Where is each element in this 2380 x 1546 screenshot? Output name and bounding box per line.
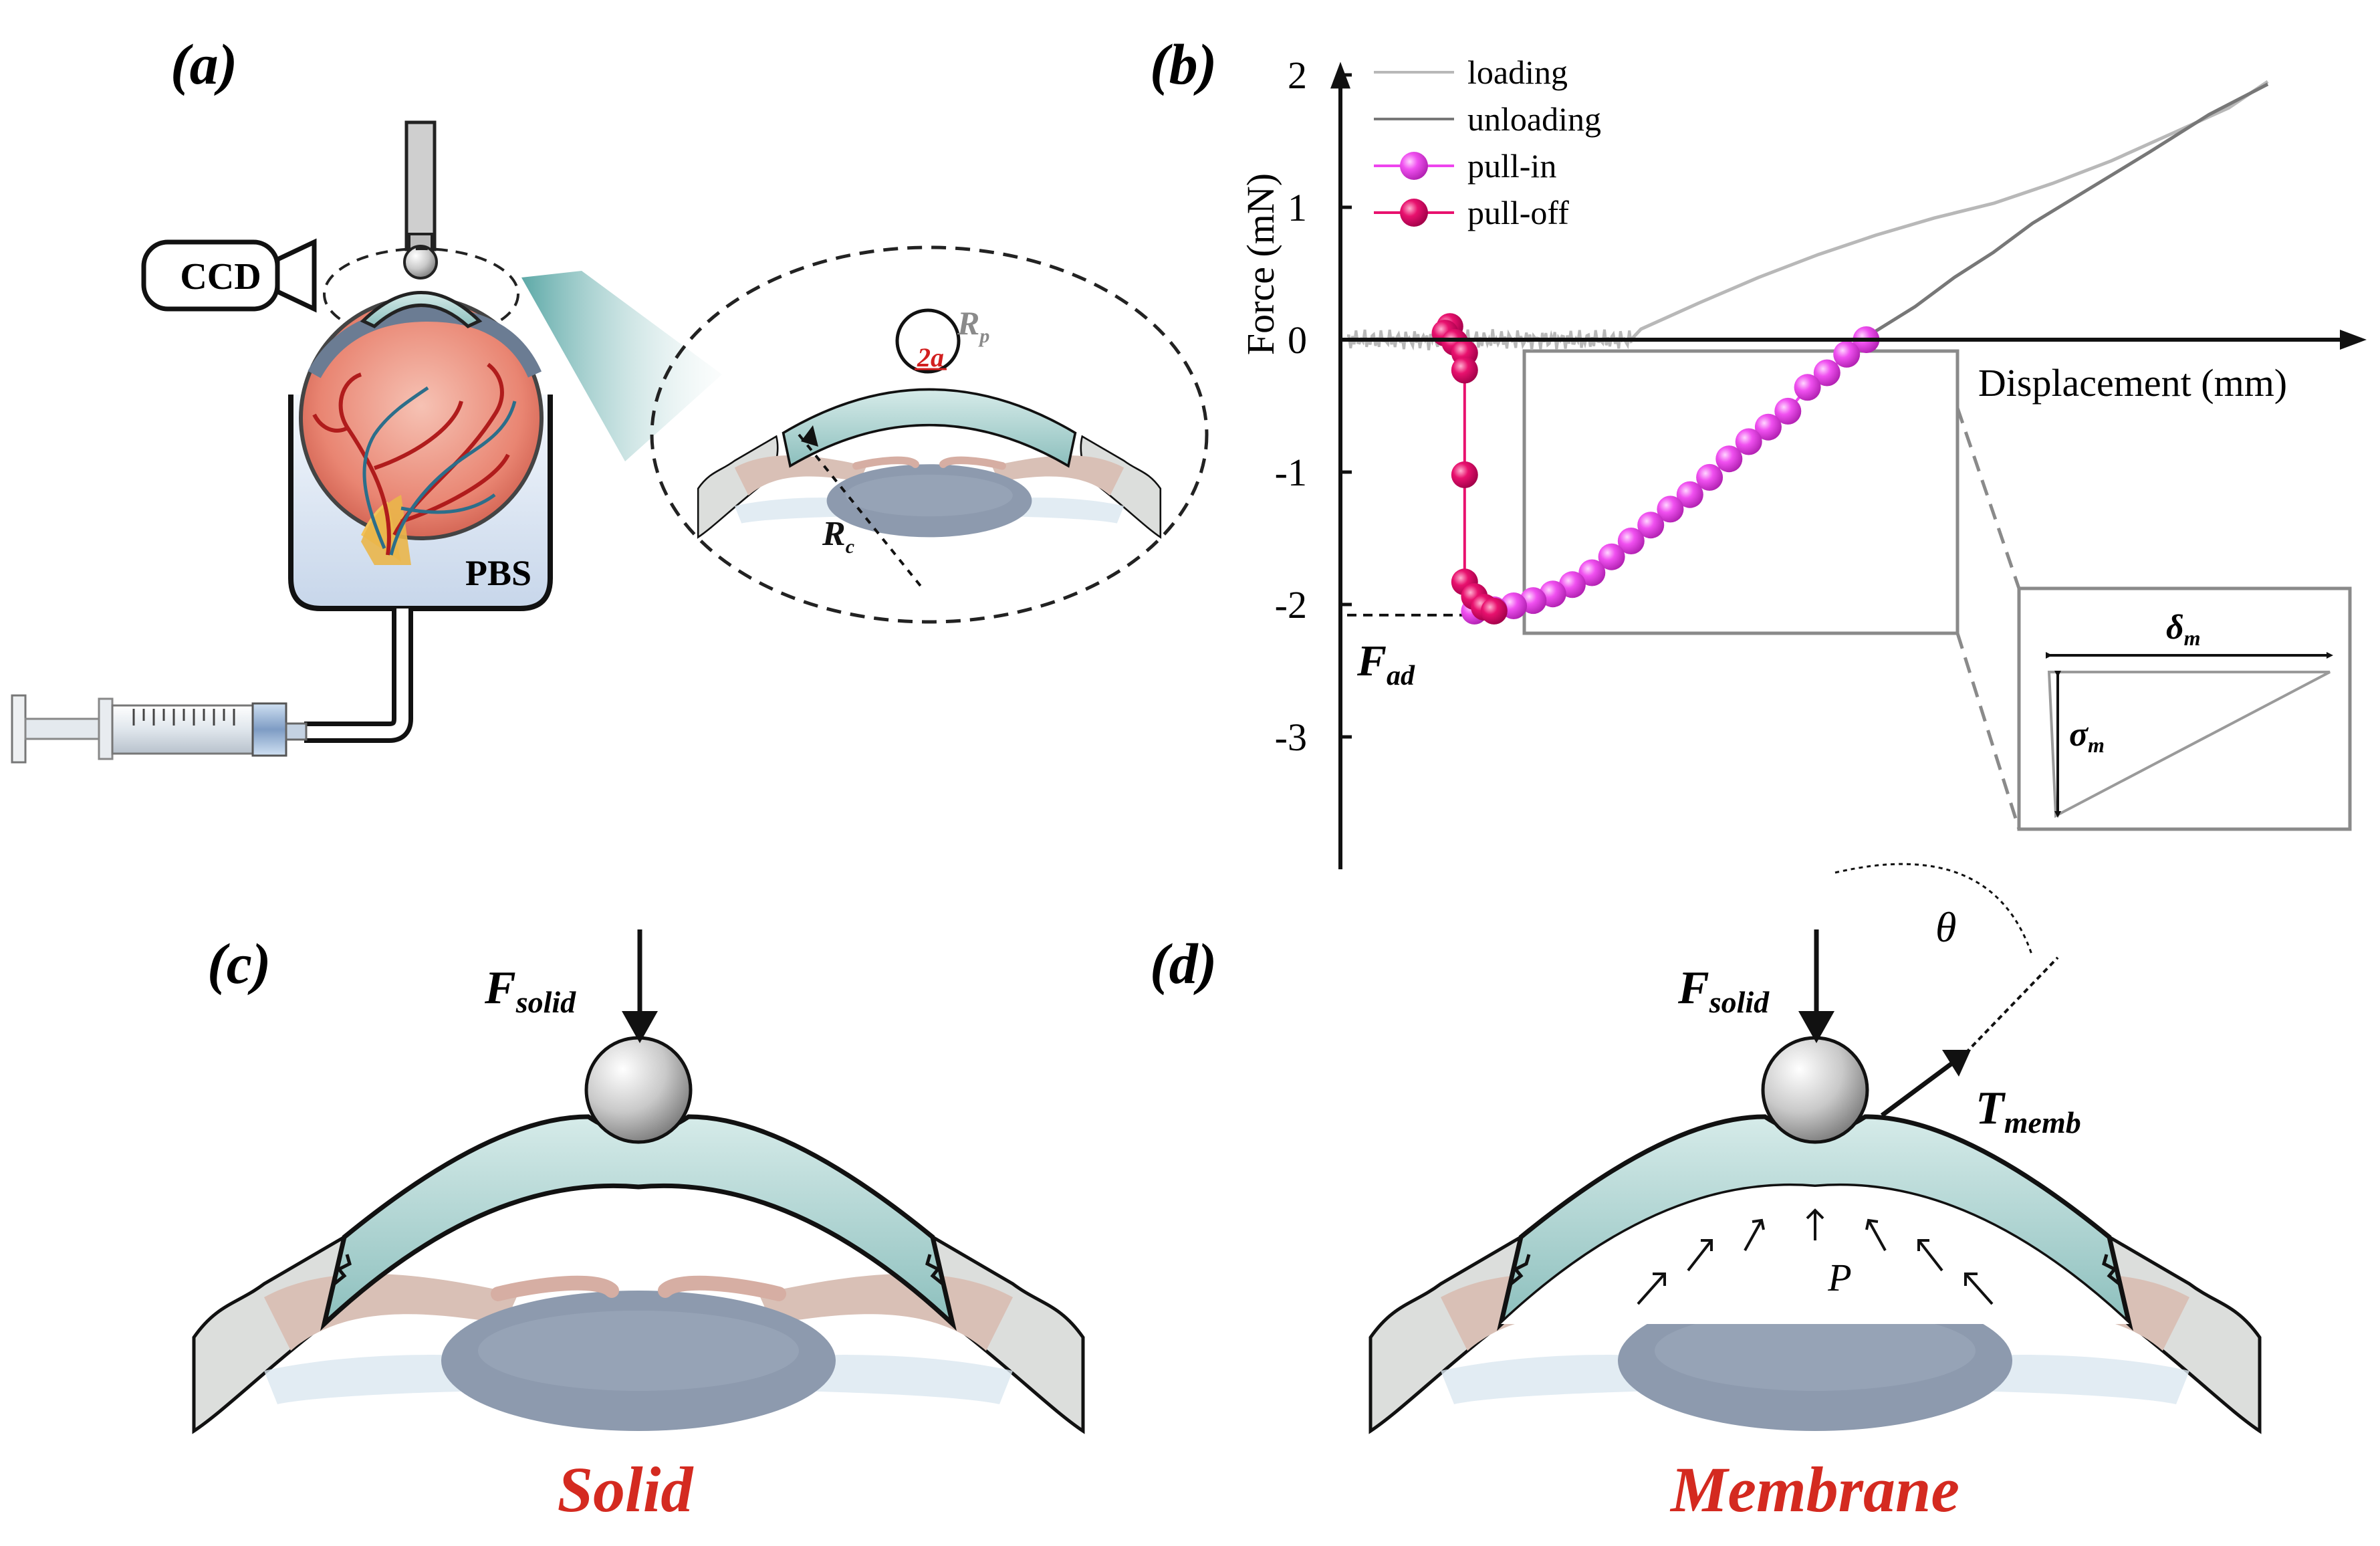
marker-pull-off (1451, 461, 1478, 488)
zoom-region-large (650, 245, 1209, 624)
y-tick-label: 0 (1288, 318, 1307, 362)
pbs-label: PBS (465, 553, 531, 593)
marker-pull-in (1696, 463, 1723, 491)
legend-label-pull-in: pull-in (1467, 147, 1556, 185)
panel-d: (d) P Fsolid θ Tmemb (1150, 863, 2260, 1525)
probe-rod (404, 120, 437, 251)
marker-pull-in (1657, 495, 1684, 523)
tension-label: Tmemb (1976, 1083, 2081, 1139)
y-tick-label: -2 (1275, 583, 1307, 627)
panel-d-label: (d) (1150, 931, 1217, 996)
series-loading (1347, 80, 2269, 342)
legend-marker-pull-in (1400, 152, 1428, 180)
marker-pull-in (1774, 397, 1802, 425)
y-tick-label: -1 (1275, 451, 1307, 494)
force-label-membrane: Fsolid (1677, 962, 1770, 1019)
eye-section-membrane (1371, 1036, 2260, 1431)
series-unloading (1865, 82, 2269, 339)
legend: loading unloading pull-in pull-off (1374, 53, 1601, 231)
contact-radius-label: 2a (917, 342, 944, 372)
inset-triangle-box: δm σm (2017, 586, 2352, 831)
inset-sigma-label: σm (2069, 715, 2105, 757)
panel-c: (c) Fsolid Solid (194, 929, 1083, 1525)
panel-a: (a) PBS (11, 32, 1209, 764)
eye-section-solid (194, 1036, 1083, 1431)
adhesion-force-label: Fad (1356, 637, 1415, 691)
panel-b-label: (b) (1150, 32, 1217, 96)
y-tick-label: -3 (1275, 715, 1307, 759)
zoom-box (1522, 349, 1959, 635)
probe-ball (403, 245, 438, 280)
eyeball-illustration (299, 291, 544, 565)
marker-pull-off (1451, 356, 1478, 384)
legend-marker-pull-off (1400, 199, 1428, 227)
contact-probe-outline (895, 308, 961, 374)
x-axis-arrowhead (2340, 330, 2367, 350)
legend-label-pull-off: pull-off (1467, 194, 1569, 231)
panel-b: (b) 2 1 0 -1 -2 -3 Displacement (mm) Force (m… (1150, 32, 2367, 869)
marker-pull-in (1617, 528, 1645, 554)
tension-direction-line (1964, 956, 2059, 1055)
zoom-cone (521, 271, 722, 461)
marker-pull-in (1794, 374, 1821, 401)
panel-a-label: (a) (170, 32, 237, 96)
marker-pull-in (1715, 445, 1743, 473)
zoomed-eye-section (698, 388, 1161, 537)
pressure-arrows (1637, 1208, 1994, 1305)
theta-label: θ (1935, 903, 1956, 951)
marker-pull-off (1480, 597, 1508, 625)
force-label-solid: Fsolid (484, 962, 576, 1019)
ccd-camera: CCD (141, 238, 317, 313)
y-tick-label: 1 (1288, 186, 1307, 229)
inset-delta-label: δm (2166, 609, 2201, 650)
legend-label-loading: loading (1467, 53, 1568, 91)
chart: 2 1 0 -1 -2 -3 Displacement (mm) Force (mN) F… (1239, 53, 2367, 869)
y-axis-label: Force (mN) (1239, 173, 1282, 355)
y-tick-label: 2 (1288, 53, 1307, 97)
probe-radius-label: Rp (957, 304, 989, 347)
theta-arc (1834, 863, 2034, 957)
marker-pull-in (1578, 559, 1606, 586)
tension-arrow (1880, 1061, 1954, 1117)
legend-label-unloading: unloading (1467, 100, 1601, 138)
cornea-radius-label: Rc (822, 515, 854, 558)
pressure-label: P (1827, 1256, 1851, 1299)
panel-c-label: (c) (207, 931, 271, 996)
marker-pull-in (1754, 413, 1782, 441)
marker-pull-in (1833, 340, 1861, 368)
caption-membrane: Membrane (1669, 1454, 1959, 1525)
marker-pull-in (1676, 481, 1703, 508)
marker-pull-in (1598, 543, 1625, 570)
marker-pull-in (1813, 359, 1840, 386)
syringe-assembly (11, 609, 413, 764)
marker-pull-in (1637, 512, 1665, 539)
caption-solid: Solid (558, 1454, 695, 1525)
marker-pull-in (1735, 428, 1762, 455)
zoom-region-small (323, 247, 519, 341)
x-axis-label: Displacement (mm) (1978, 361, 2287, 405)
ccd-label: CCD (180, 256, 261, 298)
